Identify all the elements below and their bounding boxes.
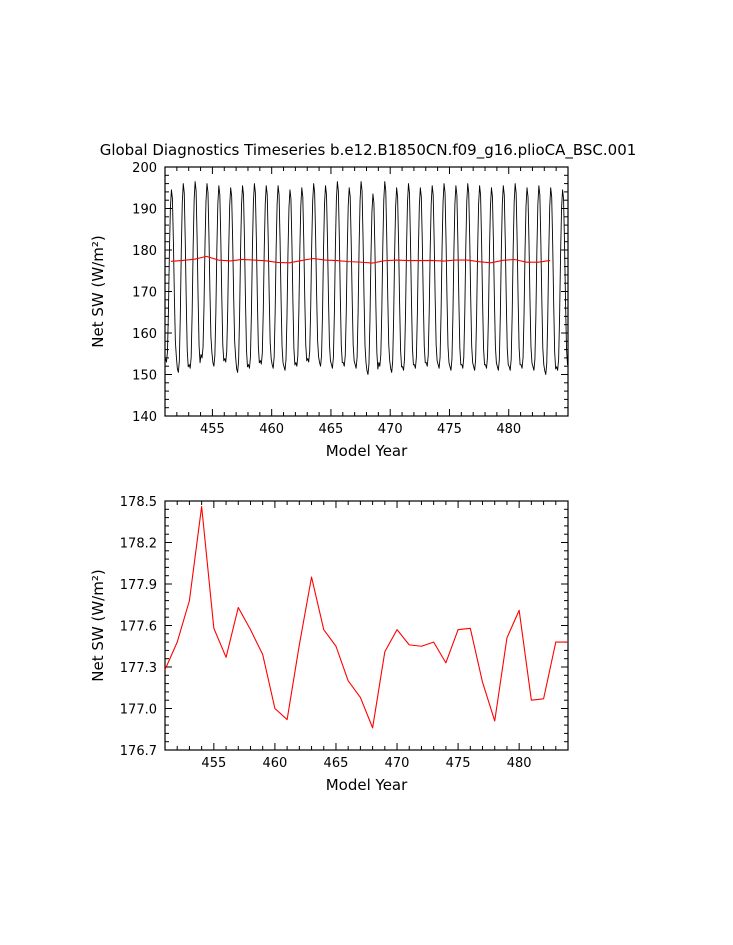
x-tick-label: 460	[259, 422, 284, 437]
x-tick-label: 480	[507, 756, 532, 771]
y-tick-label: 140	[132, 410, 157, 425]
x-tick-label: 470	[378, 422, 403, 437]
x-tick-label: 475	[437, 422, 462, 437]
y-tick-label: 200	[132, 161, 157, 176]
y-tick-label: 178.2	[120, 537, 157, 552]
x-tick-label: 465	[319, 422, 344, 437]
x-axis-label: Model Year	[326, 442, 408, 460]
y-tick-label: 178.5	[120, 495, 157, 510]
y-tick-label: 160	[132, 327, 157, 342]
y-tick-label: 177.9	[120, 578, 157, 593]
x-tick-label: 470	[385, 756, 410, 771]
x-tick-label: 480	[496, 422, 521, 437]
top-panel: 455 460 465 470 475 480 140 150 160 170 180 190 200 M…	[89, 161, 569, 460]
x-axis-label: Model Year	[326, 776, 408, 794]
y-tick-label: 170	[132, 286, 157, 301]
x-tick-label: 465	[324, 756, 349, 771]
y-tick-label: 177.6	[120, 620, 157, 635]
annual-series-line	[170, 255, 551, 264]
x-tick-label: 475	[446, 756, 471, 771]
x-tick-label: 460	[262, 756, 287, 771]
y-tick-label: 190	[132, 203, 157, 218]
plot-frame	[164, 166, 569, 417]
y-tick-label: 177.0	[120, 703, 157, 718]
y-axis-label: Net SW (W/m²)	[89, 235, 107, 347]
y-axis-label: Net SW (W/m²)	[89, 569, 107, 681]
y-tick-label: 180	[132, 244, 157, 259]
annual-series-line	[164, 505, 568, 729]
x-tick-label: 455	[201, 756, 226, 771]
x-tick-label: 455	[200, 422, 225, 437]
chart-title: Global Diagnostics Timeseries b.e12.B185…	[100, 141, 637, 160]
bottom-panel: 455 460 465 470 475 480 176.7 177.0 177.3 177.6 17…	[89, 495, 569, 794]
y-tick-label: 150	[132, 369, 157, 384]
y-tick-label: 176.7	[120, 744, 157, 759]
y-tick-label: 177.3	[120, 661, 157, 676]
monthly-series-line	[165, 181, 568, 375]
